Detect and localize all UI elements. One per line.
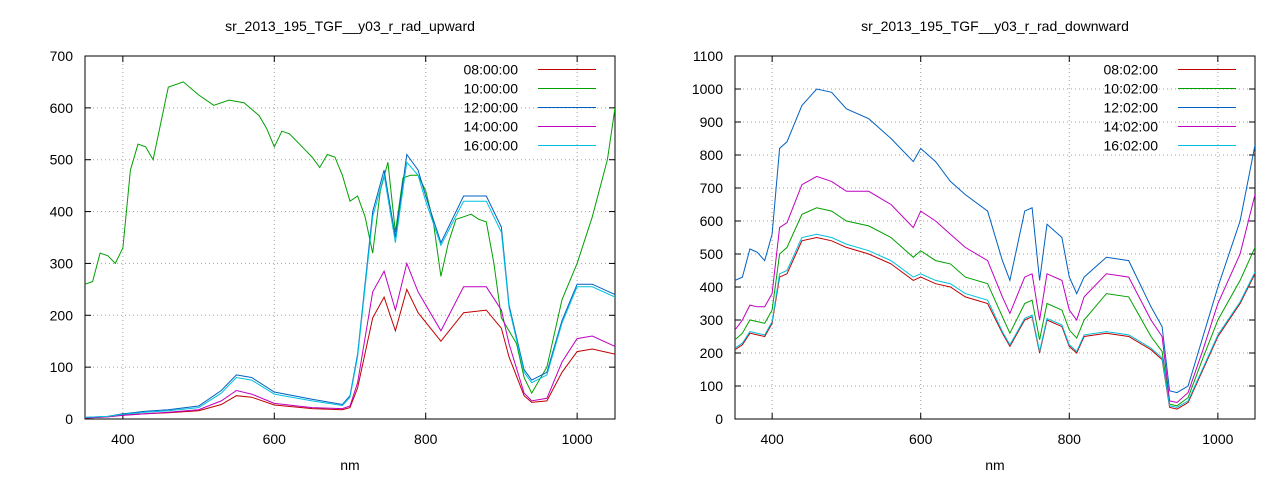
legend-label: 08:00:00 bbox=[464, 62, 519, 78]
legend-label: 16:02:00 bbox=[1104, 138, 1159, 154]
plot-frame bbox=[734, 55, 1256, 420]
y-tick-label: 200 bbox=[50, 307, 74, 323]
y-tick-label: 400 bbox=[700, 279, 724, 295]
legend-label: 14:02:00 bbox=[1104, 119, 1159, 135]
x-axis-label: nm bbox=[985, 457, 1004, 473]
y-tick-label: 700 bbox=[700, 180, 724, 196]
y-tick-label: 300 bbox=[700, 312, 724, 328]
legend-label: 10:02:00 bbox=[1104, 81, 1159, 97]
x-tick-label: 600 bbox=[263, 431, 287, 447]
series-line-1 bbox=[85, 287, 615, 419]
x-tick-label: 800 bbox=[414, 431, 438, 447]
legend-label: 12:00:00 bbox=[464, 100, 519, 116]
chart-panel-1: 400 600 800 1000 0 100 200 300 400 500 600 700 sr_20… bbox=[50, 18, 616, 473]
y-tick-label: 600 bbox=[700, 213, 724, 229]
series-line-5 bbox=[85, 161, 615, 418]
y-tick-label: 700 bbox=[50, 48, 74, 64]
y-tick-label: 100 bbox=[700, 378, 724, 394]
x-tick-label: 400 bbox=[111, 431, 135, 447]
y-tick-label: 200 bbox=[700, 345, 724, 361]
x-tick-label: 1000 bbox=[562, 431, 593, 447]
series-line-5 bbox=[735, 233, 1255, 408]
series-line-4 bbox=[735, 175, 1255, 404]
y-tick-label: 400 bbox=[50, 204, 74, 220]
series-line-2 bbox=[85, 81, 615, 395]
series-line-3 bbox=[735, 88, 1255, 394]
series-line-2 bbox=[735, 207, 1255, 407]
series-line-3 bbox=[85, 153, 615, 418]
chart-title: sr_2013_195_TGF__y03_r_rad_upward bbox=[225, 18, 475, 34]
legend-label: 12:02:00 bbox=[1104, 100, 1159, 116]
x-axis-label: nm bbox=[340, 457, 359, 473]
y-tick-label: 1100 bbox=[693, 48, 723, 64]
y-tick-label: 600 bbox=[50, 100, 74, 116]
x-tick-label: 400 bbox=[760, 431, 784, 447]
chart-title: sr_2013_195_TGF__y03_r_rad_downward bbox=[861, 18, 1129, 34]
y-tick-label: 0 bbox=[65, 411, 73, 427]
legend-label: 16:00:00 bbox=[464, 138, 519, 154]
y-tick-label: 1000 bbox=[692, 81, 723, 97]
y-tick-label: 900 bbox=[700, 114, 724, 130]
legend-label: 08:02:00 bbox=[1104, 62, 1159, 78]
series-line-1 bbox=[735, 236, 1255, 410]
chart-panel-2: 400 600 800 1000 0 100 200 300 400 500 600 700 800 90… bbox=[692, 18, 1256, 473]
y-tick-label: 800 bbox=[700, 147, 724, 163]
legend-label: 10:00:00 bbox=[464, 81, 519, 97]
x-tick-label: 600 bbox=[909, 431, 933, 447]
x-tick-label: 1000 bbox=[1202, 431, 1233, 447]
x-tick-label: 800 bbox=[1058, 431, 1082, 447]
y-tick-label: 500 bbox=[50, 152, 74, 168]
y-tick-label: 300 bbox=[50, 255, 74, 271]
y-tick-label: 500 bbox=[700, 246, 724, 262]
series-line-4 bbox=[85, 261, 615, 419]
y-tick-label: 0 bbox=[715, 411, 723, 427]
plot-frame bbox=[84, 55, 616, 420]
y-tick-label: 100 bbox=[50, 359, 74, 375]
legend-label: 14:00:00 bbox=[464, 119, 519, 135]
